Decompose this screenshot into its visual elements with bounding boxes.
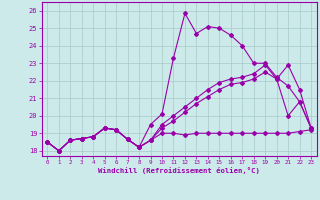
X-axis label: Windchill (Refroidissement éolien,°C): Windchill (Refroidissement éolien,°C) (98, 167, 260, 174)
